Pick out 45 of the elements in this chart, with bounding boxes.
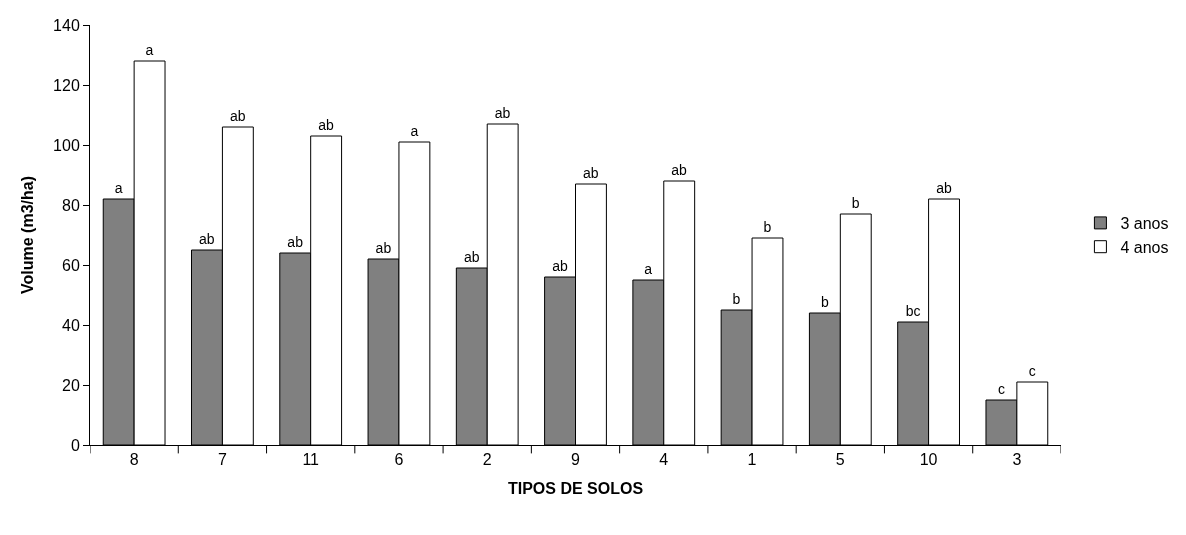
data-label: b — [732, 291, 741, 307]
data-label: ab — [936, 180, 952, 196]
y-tick-label: 100 — [53, 136, 80, 154]
data-label: c — [997, 381, 1005, 397]
x-tick-label: 11 — [302, 451, 320, 469]
y-tick-label: 120 — [53, 76, 80, 94]
x-tick-label: 8 — [129, 451, 139, 469]
x-tick-label: 3 — [1012, 451, 1022, 469]
data-label: a — [114, 180, 123, 196]
data-label: ab — [287, 234, 304, 250]
data-label: ab — [494, 105, 511, 121]
y-tick-label: 80 — [62, 196, 80, 214]
data-label: a — [145, 42, 154, 58]
x-axis-title: TIPOS DE SOLOS — [507, 479, 644, 497]
legend-label: 3 anos — [1120, 215, 1169, 233]
data-label: b — [820, 294, 829, 310]
y-tick-label: 40 — [62, 316, 80, 334]
x-tick-label: 10 — [919, 451, 938, 469]
data-label: ab — [583, 165, 599, 181]
data-label: ab — [671, 162, 688, 178]
y-tick-label: 140 — [53, 16, 80, 34]
data-label: ab — [552, 258, 568, 274]
y-axis-title: Volume (m3/ha) — [19, 176, 36, 294]
y-tick-label: 20 — [62, 376, 80, 394]
x-tick-label: 7 — [217, 451, 227, 469]
data-label: bc — [905, 303, 921, 319]
y-tick-label: 0 — [70, 436, 80, 454]
data-label: ab — [318, 117, 335, 133]
x-tick-label: 9 — [571, 451, 581, 469]
x-tick-label: 1 — [747, 451, 757, 469]
data-label: a — [644, 261, 653, 277]
y-tick-label: 60 — [62, 256, 80, 274]
x-tick-label: 6 — [394, 451, 404, 469]
data-label: a — [410, 123, 419, 139]
x-tick-label: 5 — [835, 451, 845, 469]
x-tick-label: 2 — [482, 451, 492, 469]
legend-label: 4 anos — [1120, 238, 1169, 256]
x-tick-label: 4 — [659, 451, 669, 469]
data-label: ab — [229, 108, 246, 124]
data-label: ab — [375, 240, 392, 256]
data-label: ab — [463, 249, 480, 265]
data-label: b — [851, 195, 860, 211]
data-label: ab — [199, 231, 215, 247]
data-label: b — [763, 219, 772, 235]
data-label: c — [1028, 363, 1036, 379]
